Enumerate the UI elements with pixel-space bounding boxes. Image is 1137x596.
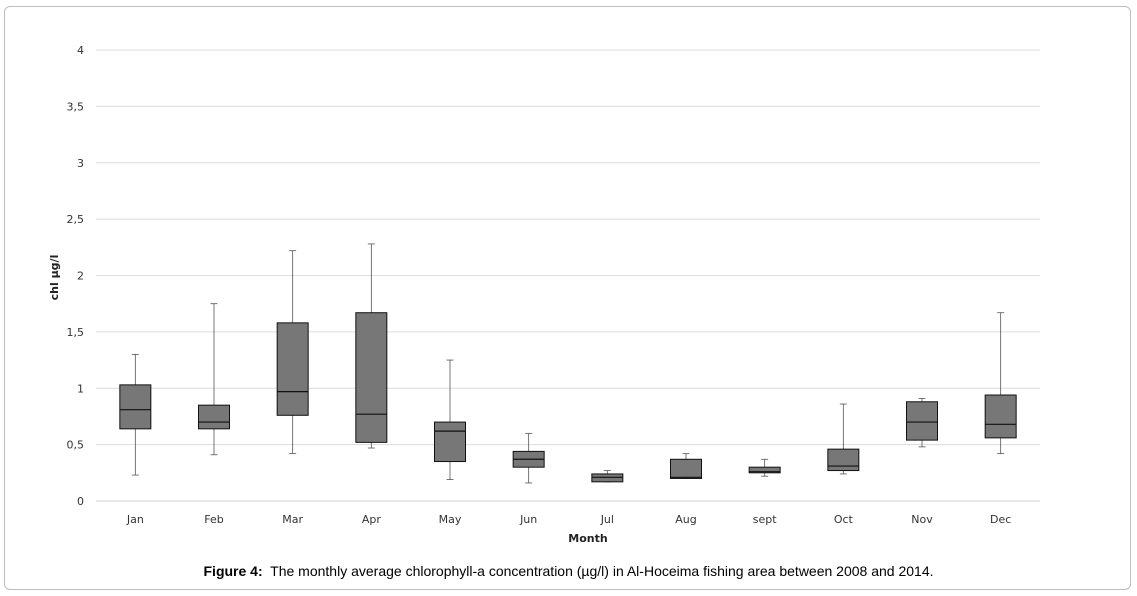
boxplot-chart: 0 0,5 1 1,5 2 2,5 3 3,5 4 chl µg/l Month Jan Feb Mar A…	[48, 44, 1040, 545]
x-tick-label: Jun	[519, 513, 537, 526]
caption-label: Figure 4:	[203, 563, 263, 579]
box-Apr	[355, 312, 388, 443]
y-tick-label: 3,5	[67, 100, 85, 113]
box-sept	[748, 466, 781, 474]
y-tick-label: 2	[77, 270, 84, 283]
x-tick-label: sept	[753, 513, 777, 526]
y-tick-label: 0,5	[67, 439, 85, 452]
x-tick-label: Mar	[282, 513, 303, 526]
figure-frame	[4, 6, 1131, 590]
x-axis-title: Month	[568, 532, 607, 545]
caption-text: The monthly average chlorophyll-a concen…	[270, 563, 934, 579]
x-tick-label: Apr	[362, 513, 382, 526]
box-Jan	[119, 384, 152, 430]
y-tick-label: 2,5	[67, 213, 85, 226]
y-tick-label: 3	[77, 157, 84, 170]
box-Feb	[198, 404, 230, 430]
x-tick-label: May	[439, 513, 462, 526]
y-tick-label: 1,5	[67, 326, 85, 339]
x-tick-label: Jan	[126, 513, 144, 526]
x-tick-label: Jul	[600, 513, 614, 526]
x-tick-label: Dec	[990, 513, 1011, 526]
box-Mar	[276, 322, 309, 416]
y-tick-label: 4	[77, 44, 84, 57]
y-tick-label: 0	[77, 495, 84, 508]
y-tick-label: 1	[77, 382, 84, 395]
x-tick-label: Feb	[204, 513, 223, 526]
x-tick-label: Aug	[675, 513, 696, 526]
y-axis-title: chl µg/l	[48, 255, 61, 301]
figure-caption: Figure 4: The monthly average chlorophyl…	[0, 563, 1137, 579]
box-Aug	[670, 458, 702, 479]
x-tick-label: Nov	[911, 513, 933, 526]
x-tick-label: Oct	[834, 513, 854, 526]
box-Dec	[984, 394, 1017, 439]
box-Nov	[906, 401, 938, 441]
box-Oct	[827, 448, 860, 472]
box-May	[434, 421, 466, 463]
